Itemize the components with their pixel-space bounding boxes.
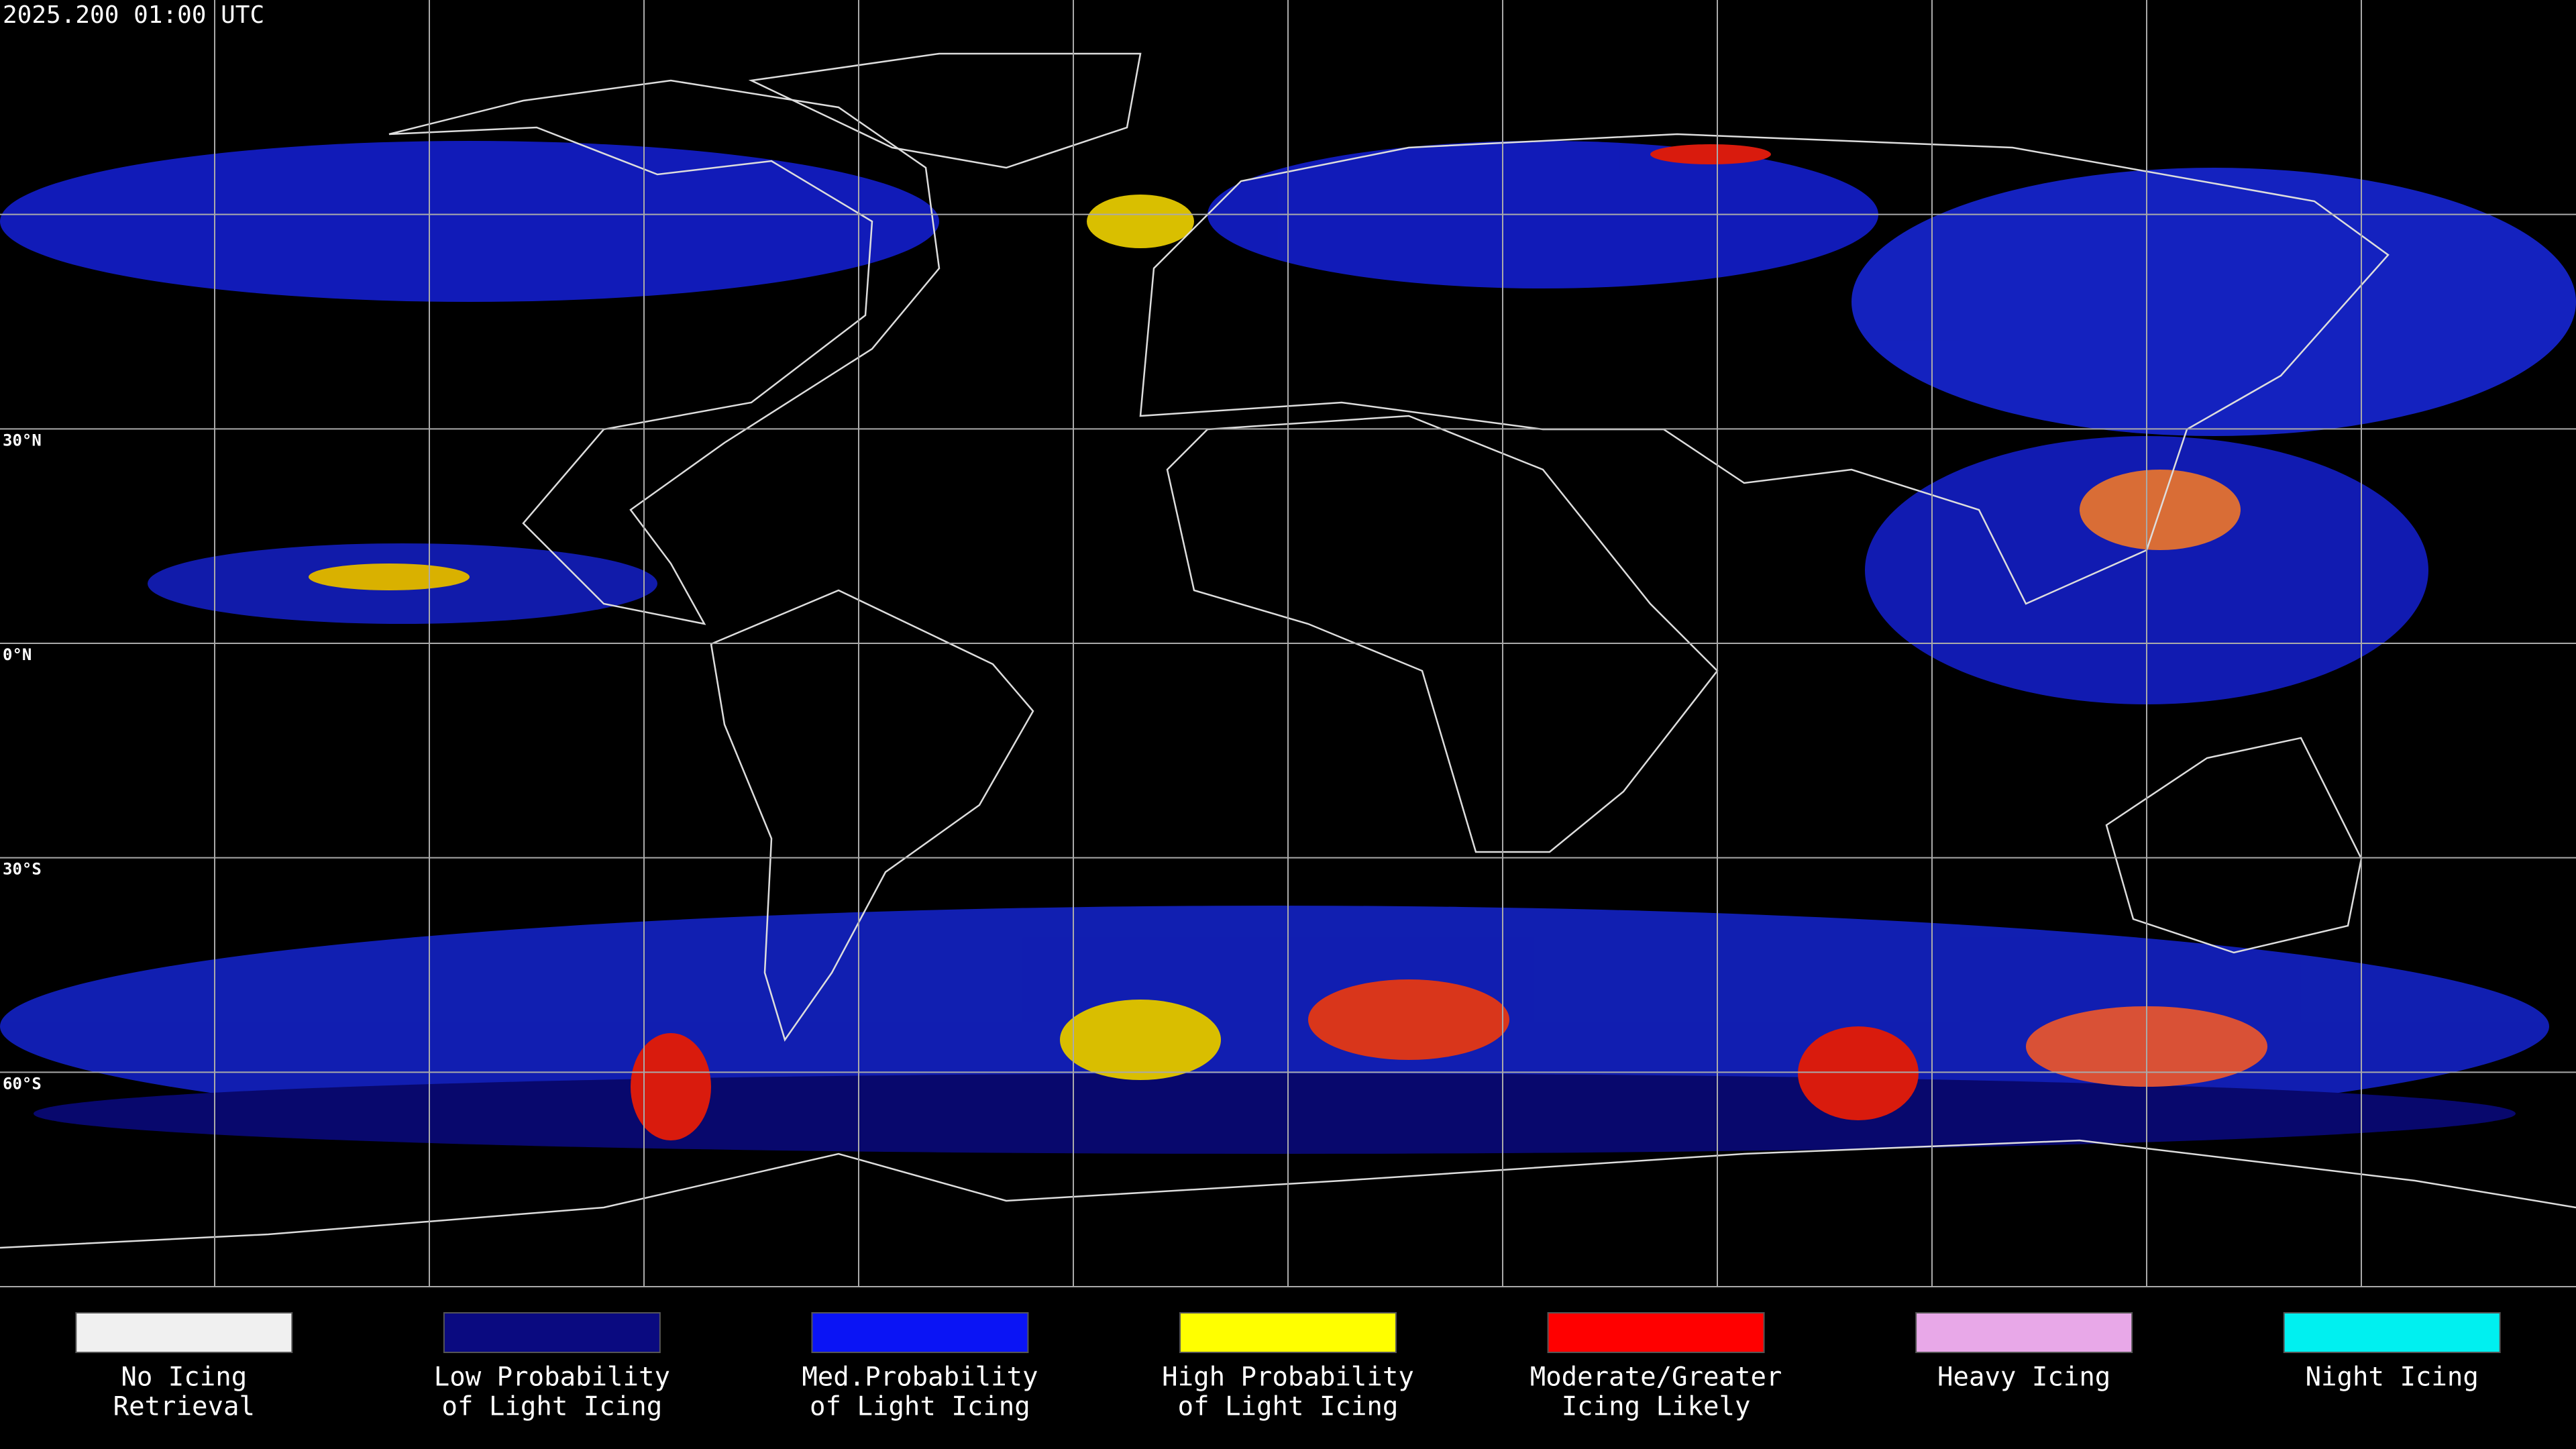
legend-swatch (1547, 1312, 1765, 1353)
legend-label: Moderate/Greater (1530, 1362, 1782, 1393)
legend-label: Night Icing (2306, 1362, 2479, 1393)
map (0, 0, 2576, 1287)
legend-swatch (443, 1312, 661, 1353)
graticule (0, 0, 2576, 1287)
legend-label: of Light Icing (1178, 1392, 1399, 1422)
legend-label: No Icing (121, 1362, 247, 1393)
legend-label: of Light Icing (810, 1392, 1030, 1422)
legend-label: Retrieval (113, 1392, 255, 1422)
coast-australia (2105, 737, 2363, 954)
latitude-label: 30°N (3, 431, 42, 449)
latitude-label: 0°N (3, 645, 32, 664)
legend-label: Heavy Icing (1937, 1362, 2110, 1393)
legend-swatch (2283, 1312, 2501, 1353)
legend-swatch (1915, 1312, 2133, 1353)
legend-label: Icing Likely (1562, 1392, 1751, 1422)
legend-label: of Light Icing (441, 1392, 662, 1422)
latitude-label: 30°S (3, 860, 42, 879)
legend-swatch (811, 1312, 1029, 1353)
timestamp: 2025.200 01:00 UTC (3, 1, 264, 29)
coast-north-america (388, 79, 941, 625)
legend-label: Med.Probability (802, 1362, 1038, 1393)
legend-label: Low Probability (434, 1362, 670, 1393)
legend-swatch (1179, 1312, 1397, 1353)
icing-patches (0, 141, 2576, 1154)
coast-antarctica (0, 1139, 2576, 1249)
legend-swatch (75, 1312, 293, 1353)
coast-africa (1166, 415, 1719, 853)
coast-greenland (748, 52, 1142, 169)
latitude-label: 60°S (3, 1074, 42, 1093)
legend-label: High Probability (1162, 1362, 1414, 1393)
